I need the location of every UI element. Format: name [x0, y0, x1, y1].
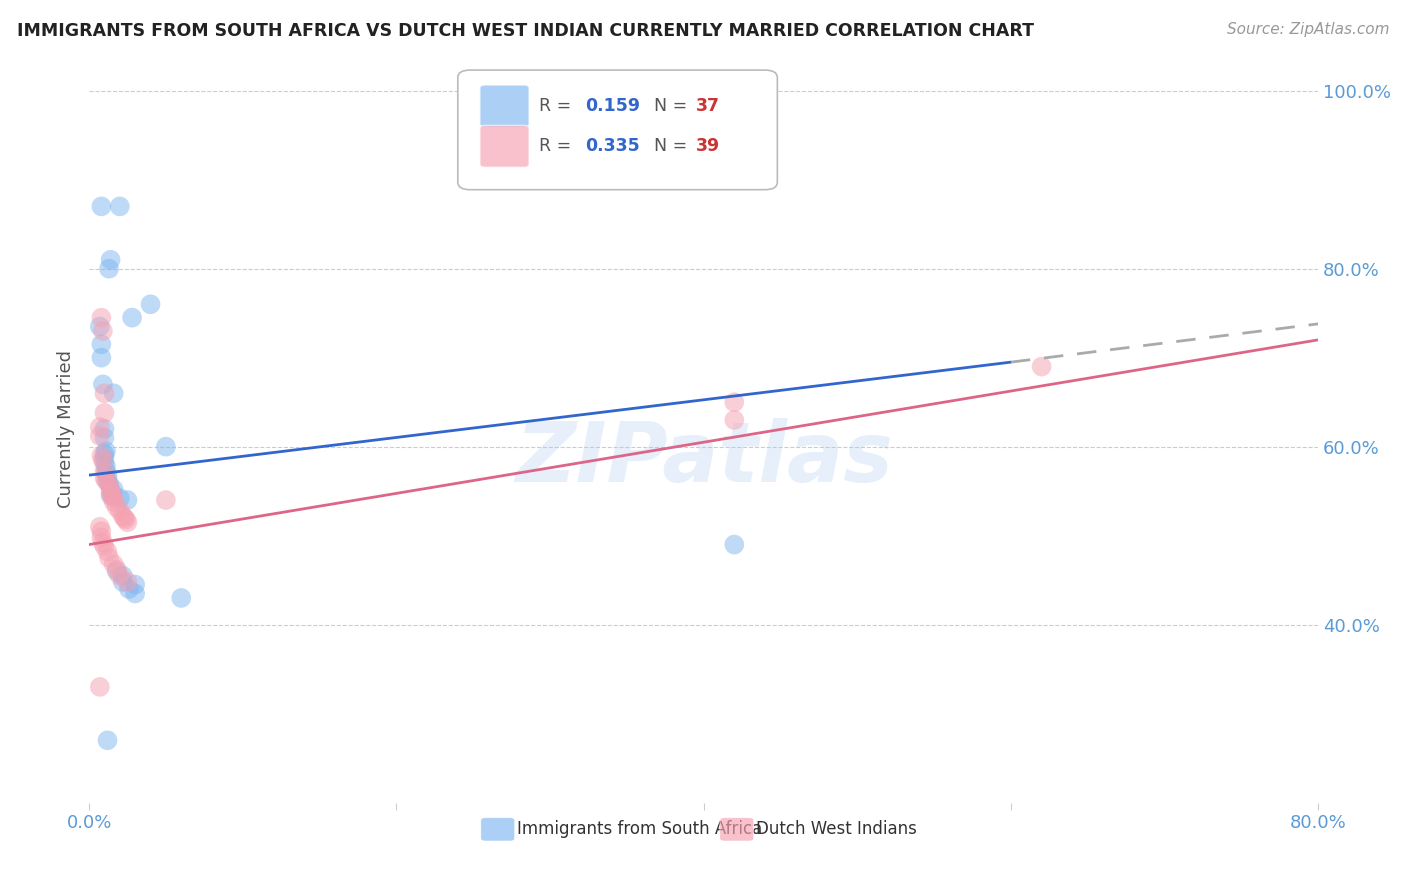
Text: Dutch West Indians: Dutch West Indians	[756, 821, 917, 838]
Point	[121, 310, 143, 325]
Point	[91, 453, 114, 467]
Point	[93, 386, 115, 401]
Point	[723, 395, 745, 409]
Point	[90, 337, 112, 351]
Point	[94, 474, 117, 488]
Point	[108, 504, 131, 518]
Point	[93, 447, 115, 461]
Point	[105, 562, 128, 576]
Point	[100, 252, 122, 267]
Point	[89, 319, 111, 334]
Point	[111, 509, 134, 524]
Point	[96, 468, 118, 483]
Point	[90, 524, 112, 539]
Text: R =: R =	[538, 97, 576, 115]
Point	[117, 516, 139, 530]
Point	[91, 535, 114, 549]
Text: R =: R =	[538, 137, 576, 155]
Point	[89, 429, 111, 443]
Point	[93, 456, 115, 470]
Point	[105, 500, 128, 515]
Text: Source: ZipAtlas.com: Source: ZipAtlas.com	[1226, 22, 1389, 37]
Text: 39: 39	[696, 137, 720, 155]
Point	[93, 406, 115, 420]
Text: Immigrants from South Africa: Immigrants from South Africa	[517, 821, 762, 838]
Point	[94, 465, 117, 479]
Point	[90, 310, 112, 325]
Point	[91, 377, 114, 392]
Point	[112, 511, 135, 525]
Text: 0.335: 0.335	[586, 137, 640, 155]
Point	[103, 491, 125, 506]
Point	[108, 568, 131, 582]
Point	[111, 568, 134, 582]
Point	[1031, 359, 1053, 374]
Point	[118, 582, 141, 596]
Text: N =: N =	[644, 137, 693, 155]
Point	[108, 491, 131, 506]
Point	[117, 493, 139, 508]
Text: 37: 37	[696, 97, 720, 115]
Point	[115, 513, 138, 527]
FancyBboxPatch shape	[479, 126, 529, 168]
Text: ZIPatlas: ZIPatlas	[515, 418, 893, 500]
Point	[124, 577, 146, 591]
FancyBboxPatch shape	[479, 85, 529, 127]
Text: 0.159: 0.159	[586, 97, 641, 115]
Point	[89, 420, 111, 434]
Point	[98, 261, 121, 276]
Point	[93, 539, 115, 553]
Point	[93, 471, 115, 485]
Point	[103, 386, 125, 401]
Point	[93, 465, 115, 479]
Point	[90, 530, 112, 544]
Point	[124, 586, 146, 600]
Point	[98, 477, 121, 491]
FancyBboxPatch shape	[458, 70, 778, 190]
Point	[117, 574, 139, 589]
Point	[100, 489, 122, 503]
Point	[91, 324, 114, 338]
Point	[100, 486, 122, 500]
Point	[103, 495, 125, 509]
Point	[90, 351, 112, 365]
Point	[723, 413, 745, 427]
Point	[155, 493, 177, 508]
Point	[170, 591, 193, 605]
Point	[90, 449, 112, 463]
Point	[93, 422, 115, 436]
Point	[93, 431, 115, 445]
Point	[103, 483, 125, 497]
Point	[94, 459, 117, 474]
Y-axis label: Currently Married: Currently Married	[58, 350, 75, 508]
Point	[111, 574, 134, 589]
Point	[98, 550, 121, 565]
Text: IMMIGRANTS FROM SOUTH AFRICA VS DUTCH WEST INDIAN CURRENTLY MARRIED CORRELATION : IMMIGRANTS FROM SOUTH AFRICA VS DUTCH WE…	[17, 22, 1033, 40]
Point	[96, 474, 118, 488]
Text: N =: N =	[644, 97, 693, 115]
Point	[723, 537, 745, 551]
Point	[94, 444, 117, 458]
Point	[96, 733, 118, 747]
Point	[100, 483, 122, 497]
Point	[155, 440, 177, 454]
Point	[101, 486, 124, 500]
Point	[103, 557, 125, 571]
Point	[101, 489, 124, 503]
Point	[105, 564, 128, 578]
Point	[98, 477, 121, 491]
Point	[96, 544, 118, 558]
Point	[139, 297, 162, 311]
Point	[93, 450, 115, 465]
Point	[89, 680, 111, 694]
Point	[89, 520, 111, 534]
Point	[90, 199, 112, 213]
Point	[108, 199, 131, 213]
